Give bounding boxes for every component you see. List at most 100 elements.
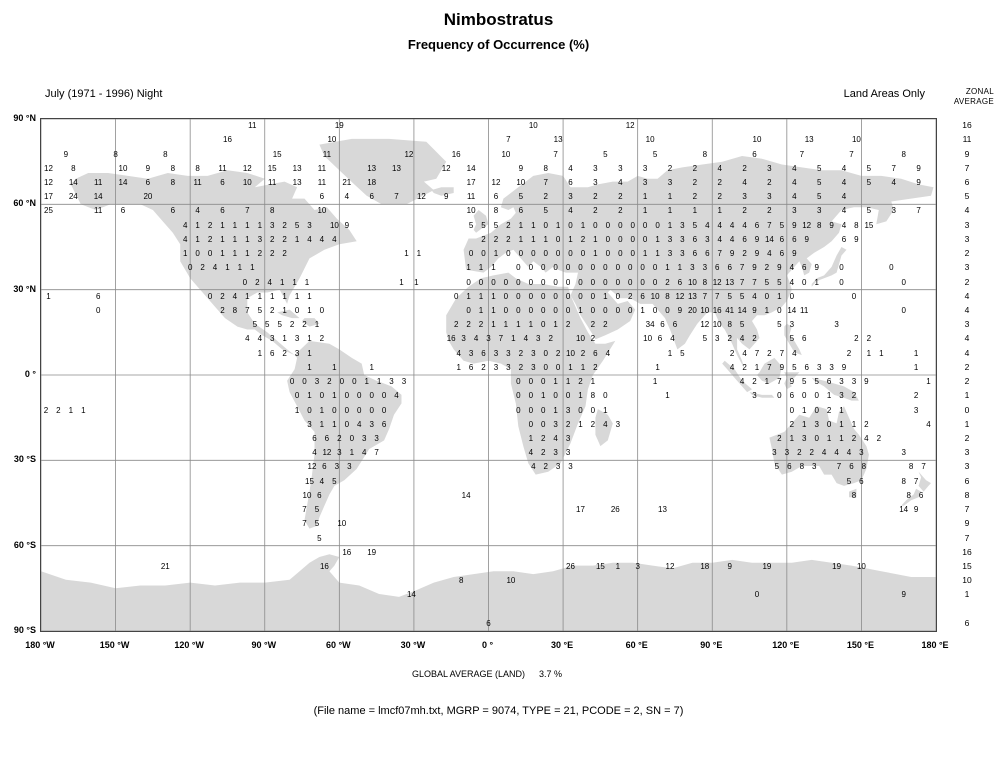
grid-value: 7	[302, 519, 307, 529]
grid-value: 3	[834, 320, 839, 330]
grid-value: 8	[170, 163, 176, 173]
grid-value: 6	[804, 362, 809, 372]
grid-value: 2	[478, 320, 484, 330]
grid-value: 0	[481, 249, 486, 259]
grid-value: 8	[816, 220, 822, 230]
grid-value: 9	[777, 263, 782, 273]
grid-value: 2	[565, 320, 571, 330]
grid-value: 7	[302, 505, 307, 515]
grid-value: 5	[866, 206, 872, 216]
grid-value: 3	[531, 348, 536, 358]
grid-value: 11	[218, 163, 227, 173]
grid-value: 1	[195, 234, 200, 244]
grid-value: 1	[528, 434, 534, 443]
grid-value: 0	[344, 419, 350, 429]
coverage-label: Land Areas Only	[843, 88, 925, 100]
grid-value: 10	[329, 220, 339, 230]
zonal-average-value: 4	[964, 347, 970, 358]
grid-value: 4	[841, 220, 847, 230]
grid-value: 1	[593, 234, 598, 244]
grid-value: 2	[580, 348, 586, 358]
grid-value: 8	[232, 306, 238, 315]
grid-value: 5	[774, 462, 780, 472]
grid-value: 41	[725, 306, 735, 315]
grid-value: 2	[337, 434, 342, 443]
grid-value: 3	[553, 448, 558, 458]
grid-value: 2	[543, 192, 548, 202]
grid-value: 7	[394, 192, 399, 202]
grid-value: 6	[593, 348, 598, 358]
grid-value: 3	[667, 234, 673, 244]
grid-value: 11	[193, 178, 202, 187]
grid-value: 5	[277, 320, 282, 330]
grid-value: 6	[849, 462, 854, 472]
grid-value: 4	[523, 334, 529, 344]
grid-value: 0	[356, 391, 362, 401]
grid-value: 3	[767, 163, 772, 173]
grid-value: 4	[742, 348, 747, 358]
grid-value: 4	[473, 334, 479, 344]
grid-value: 0	[478, 277, 484, 287]
grid-value: 2	[466, 320, 471, 330]
grid-value: 21	[342, 178, 352, 187]
grid-value: 1	[655, 234, 660, 244]
grid-value: 13	[292, 163, 302, 173]
grid-value: 4	[717, 234, 722, 244]
grid-value: 12	[491, 178, 501, 187]
grid-value: 2	[593, 362, 598, 372]
grid-value: 4	[729, 220, 735, 230]
grid-value: 2	[876, 434, 882, 443]
grid-value: 6	[486, 618, 491, 628]
grid-value: 1	[307, 306, 312, 315]
grid-value: 4	[182, 234, 188, 244]
grid-value: 0	[590, 306, 596, 315]
grid-value: 14	[461, 490, 471, 500]
grid-value: 4	[344, 192, 350, 202]
grid-value: 0	[789, 291, 795, 301]
grid-value: 0	[578, 291, 583, 301]
grid-value: 10	[687, 277, 697, 287]
grid-value: 0	[615, 277, 621, 287]
grid-value: 0	[349, 434, 355, 443]
grid-value: 1	[349, 448, 355, 458]
grid-value: 7	[891, 163, 896, 173]
grid-value: 8	[908, 462, 914, 472]
grid-value: 6	[727, 263, 732, 273]
grid-value: 2	[767, 178, 772, 187]
grid-value: 1	[319, 405, 325, 415]
zonal-average-value: 3	[964, 219, 970, 230]
grid-value: 13	[292, 178, 302, 187]
file-info-footer: (File name = lmcf07mh.txt, MGRP = 9074, …	[313, 705, 684, 717]
grid-value: 4	[739, 377, 745, 387]
grid-value: 5	[314, 505, 320, 515]
grid-value: 3	[714, 334, 720, 344]
grid-value: 8	[71, 163, 76, 173]
grid-value: 1	[220, 234, 225, 244]
continent-shape	[784, 372, 800, 390]
grid-value: 14	[68, 178, 78, 187]
grid-value: 0	[652, 263, 658, 273]
grid-value: 1	[754, 362, 760, 372]
grid-value: 15	[595, 562, 605, 571]
grid-value: 0	[516, 277, 521, 287]
zonal-average-value: 7	[964, 162, 970, 173]
grid-value: 10	[516, 178, 526, 187]
grid-value: 2	[866, 334, 872, 344]
grid-value: 7	[799, 149, 805, 159]
continent-shape	[302, 318, 320, 327]
grid-value: 5	[739, 291, 745, 301]
grid-value: 4	[195, 206, 200, 216]
grid-value: 7	[752, 277, 757, 287]
grid-value: 10	[327, 135, 337, 145]
zonal-average-value: 15	[962, 561, 972, 571]
grid-value: 0	[516, 377, 521, 387]
zonal-average-value: 7	[964, 532, 970, 543]
grid-value: 5	[779, 220, 785, 230]
grid-value: 2	[590, 334, 596, 344]
grid-value: 1	[364, 377, 369, 387]
grid-value: 1	[478, 291, 484, 301]
grid-value: 3	[568, 462, 573, 472]
grid-value: 1	[491, 263, 496, 273]
grid-value: 3	[593, 178, 598, 187]
grid-value: 2	[540, 434, 546, 443]
